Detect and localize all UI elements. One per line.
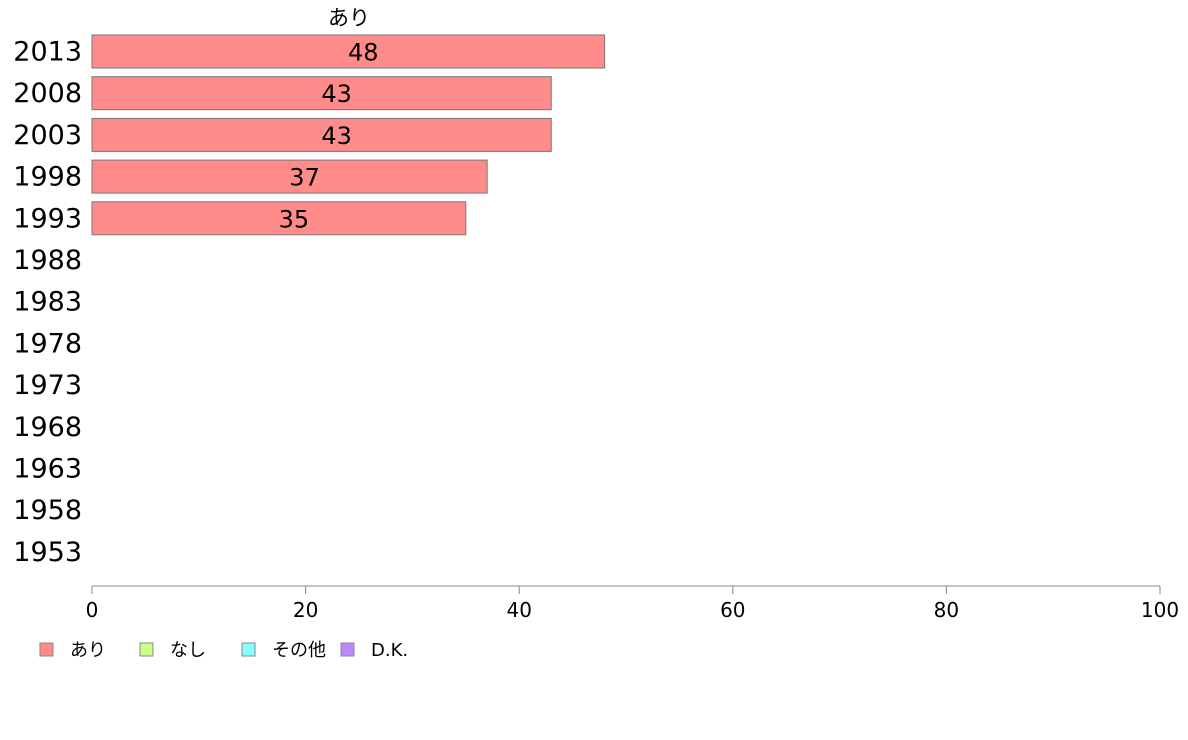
x-tick-label: 60 — [720, 598, 745, 622]
legend: あり なし その他 D.K. — [39, 640, 408, 661]
x-axis: 0 20 40 60 80 100 — [86, 585, 1179, 622]
data-label: 35 — [279, 205, 310, 233]
data-label: 43 — [321, 80, 352, 108]
data-label: 43 — [321, 122, 352, 150]
data-label: 37 — [289, 164, 320, 192]
legend-label: その他 — [272, 640, 326, 661]
bar — [91, 76, 552, 111]
category-label: 1958 — [13, 495, 82, 526]
x-tick-label: 80 — [934, 598, 959, 622]
category-label: 1998 — [13, 162, 82, 193]
series-label: あり — [328, 6, 370, 30]
data-label: 48 — [348, 39, 379, 67]
legend-swatch — [241, 642, 256, 657]
category-label: 1973 — [13, 370, 82, 401]
legend-label: なし — [170, 640, 206, 661]
legend-label: D.K. — [371, 640, 408, 661]
x-tick-label: 0 — [86, 598, 99, 622]
category-label: 1988 — [13, 245, 82, 276]
category-label: 1953 — [13, 537, 82, 568]
x-tick-label: 40 — [506, 598, 531, 622]
category-label: 1978 — [13, 328, 82, 359]
x-tick-label: 20 — [293, 598, 318, 622]
bar — [91, 34, 606, 69]
category-label: 2013 — [13, 37, 82, 68]
category-label: 1983 — [13, 287, 82, 318]
category-label: 1968 — [13, 412, 82, 443]
bar — [91, 117, 552, 152]
bar — [91, 159, 488, 194]
legend-swatch — [139, 642, 154, 657]
category-label: 1993 — [13, 203, 82, 234]
category-labels: 2013 2008 2003 1998 1993 1988 1983 1978 1973 1968… — [13, 37, 82, 568]
category-label: 1963 — [13, 454, 82, 485]
legend-swatch — [39, 642, 54, 657]
category-label: 2003 — [13, 120, 82, 151]
bar — [91, 201, 467, 236]
legend-label: あり — [70, 640, 106, 661]
category-label: 2008 — [13, 78, 82, 109]
x-tick-label: 100 — [1141, 598, 1179, 622]
legend-swatch — [340, 642, 355, 657]
